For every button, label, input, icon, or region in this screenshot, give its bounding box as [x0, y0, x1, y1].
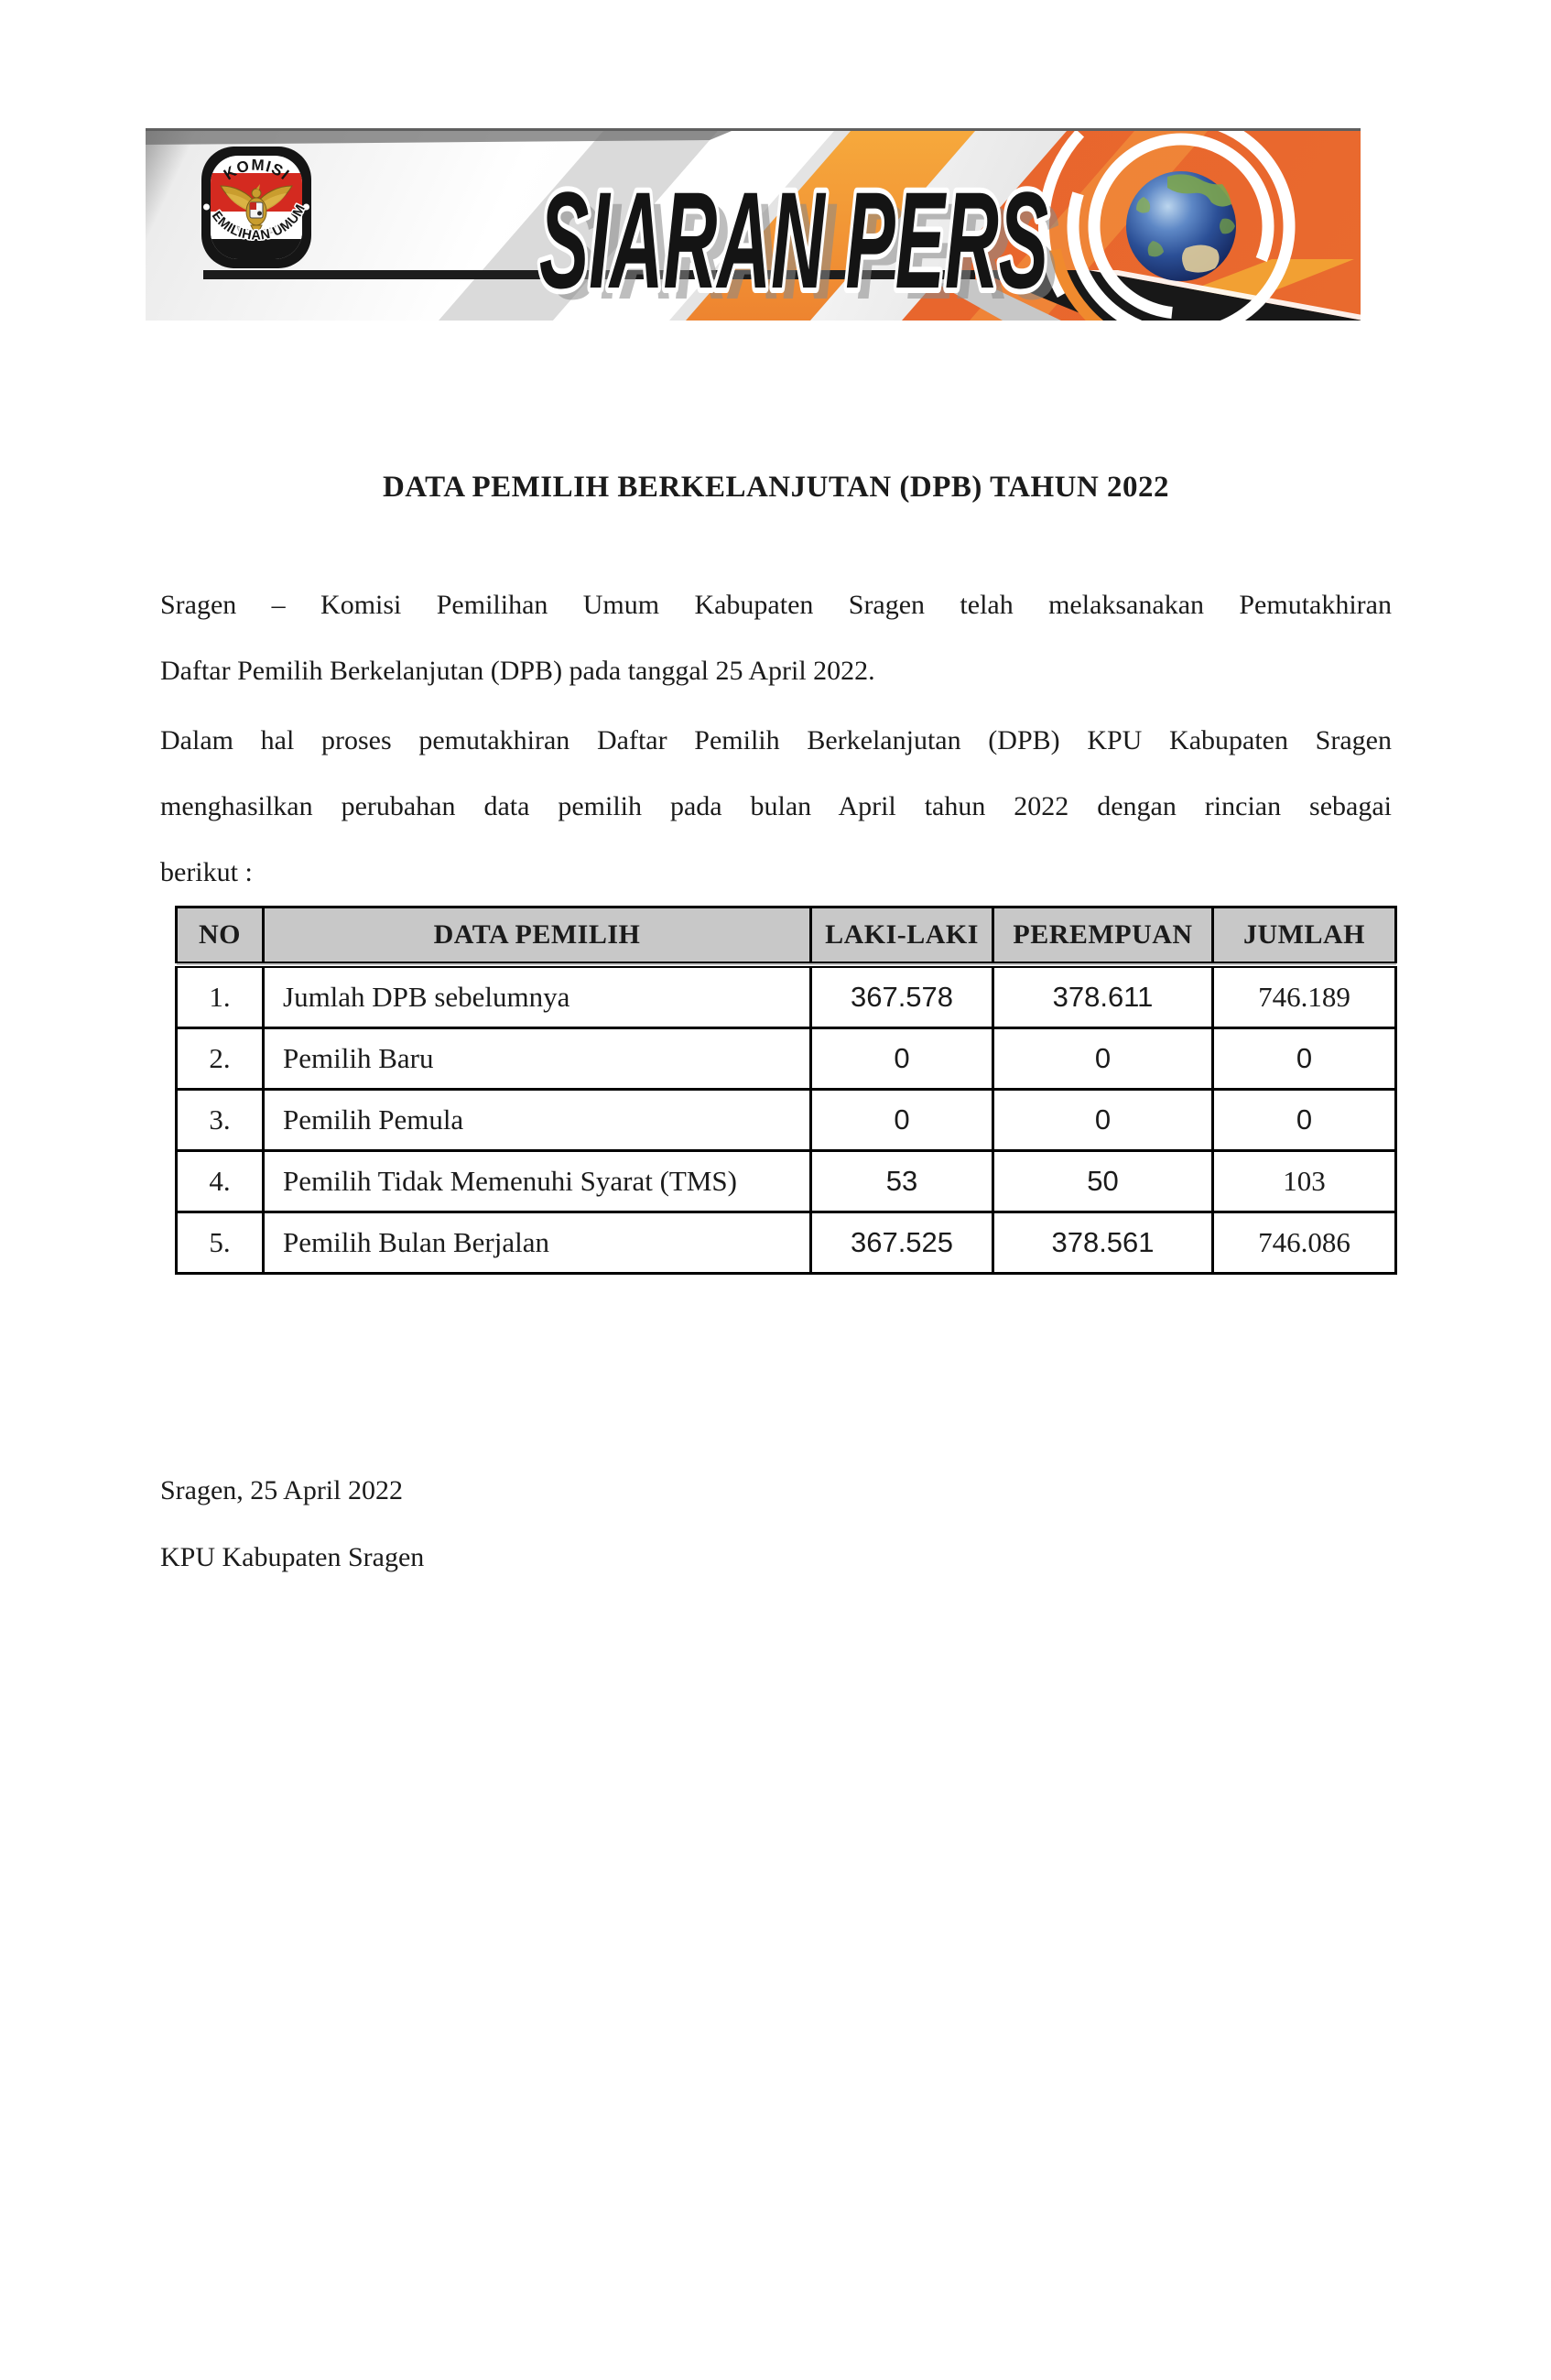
- row-4-no: 4.: [175, 1149, 265, 1213]
- paragraph-2-line-3: berikut :: [160, 857, 253, 887]
- press-banner: SIARAN PERS SIARAN PERS: [146, 128, 1361, 321]
- paragraph-1: Sragen – Komisi Pemilihan Umum Kabupaten…: [160, 572, 1392, 704]
- row-3-laki: 0: [809, 1088, 994, 1152]
- closing-signatory: KPU Kabupaten Sragen: [160, 1542, 425, 1572]
- voter-data-table: NO DATA PEMILIH LAKI-LAKI PEREMPUAN JUML…: [175, 906, 1397, 1275]
- table-row: 3. Pemilih Pemula 0 0 0: [175, 1088, 1397, 1152]
- table-row: 2. Pemilih Baru 0 0 0: [175, 1027, 1397, 1091]
- row-4-perempuan: 50: [992, 1149, 1214, 1213]
- table-row: 5. Pemilih Bulan Berjalan 367.525 378.56…: [175, 1211, 1397, 1275]
- row-2-perempuan: 0: [992, 1027, 1214, 1091]
- row-5-laki: 367.525: [809, 1211, 994, 1275]
- row-2-jumlah: 0: [1211, 1027, 1397, 1091]
- row-4-label: Pemilih Tidak Memenuhi Syarat (TMS): [262, 1149, 812, 1213]
- document-body: DATA PEMILIH BERKELANJUTAN (DPB) TAHUN 2…: [160, 318, 1397, 1591]
- brand-text-graphic: SIARAN PERS SIARAN PERS: [534, 158, 1059, 321]
- row-5-no: 5.: [175, 1211, 265, 1275]
- table-header-row: NO DATA PEMILIH LAKI-LAKI PEREMPUAN JUML…: [175, 906, 1397, 968]
- closing-block: Sragen, 25 April 2022 KPU Kabupaten Srag…: [160, 1457, 1392, 1591]
- row-3-jumlah: 0: [1211, 1088, 1397, 1152]
- header-jumlah: JUMLAH: [1211, 906, 1397, 968]
- row-3-no: 3.: [175, 1088, 265, 1152]
- row-4-laki: 53: [809, 1149, 994, 1213]
- row-4-jumlah: 103: [1211, 1149, 1397, 1213]
- paragraph-2: Dalam hal proses pemutakhiran Daftar Pem…: [160, 708, 1392, 906]
- banner-black-rule: [203, 270, 975, 279]
- header-laki-laki: LAKI-LAKI: [809, 906, 994, 968]
- header-data-pemilih: DATA PEMILIH: [262, 906, 812, 968]
- paragraph-1-line-2: Daftar Pemilih Berkelanjutan (DPB) pada …: [160, 656, 875, 686]
- row-5-label: Pemilih Bulan Berjalan: [262, 1211, 812, 1275]
- brand-text-shadow: SIARAN PERS: [550, 174, 1059, 321]
- row-5-jumlah: 746.086: [1211, 1211, 1397, 1275]
- paragraph-2-line-1: Dalam hal proses pemutakhiran Daftar Pem…: [160, 725, 1392, 755]
- table-row: 4. Pemilih Tidak Memenuhi Syarat (TMS) 5…: [175, 1149, 1397, 1213]
- row-2-no: 2.: [175, 1027, 265, 1091]
- closing-place-date: Sragen, 25 April 2022: [160, 1475, 403, 1505]
- paragraph-2-line-2: menghasilkan perubahan data pemilih pada…: [160, 791, 1392, 821]
- table-row: 1. Jumlah DPB sebelumnya 367.578 378.611…: [175, 963, 1397, 1029]
- header-no: NO: [175, 906, 265, 968]
- row-1-label: Jumlah DPB sebelumnya: [262, 963, 812, 1029]
- garuda-emblem: [220, 184, 293, 238]
- paragraph-1-line-1: Sragen – Komisi Pemilihan Umum Kabupaten…: [160, 590, 1392, 620]
- row-3-label: Pemilih Pemula: [262, 1088, 812, 1152]
- row-2-label: Pemilih Baru: [262, 1027, 812, 1091]
- brand-text: SIARAN PERS: [539, 163, 1048, 317]
- row-2-laki: 0: [809, 1027, 994, 1091]
- row-1-jumlah: 746.189: [1211, 963, 1397, 1029]
- row-1-laki: 367.578: [809, 963, 994, 1029]
- row-1-no: 1.: [175, 963, 265, 1029]
- kpu-logo: KOMISI PEMILIHAN UMUM: [201, 146, 311, 268]
- page-title: DATA PEMILIH BERKELANJUTAN (DPB) TAHUN 2…: [382, 471, 1170, 504]
- header-perempuan: PEREMPUAN: [992, 906, 1214, 968]
- row-3-perempuan: 0: [992, 1088, 1214, 1152]
- globe-icon: [1038, 131, 1324, 321]
- row-1-perempuan: 378.611: [992, 963, 1214, 1029]
- row-5-perempuan: 378.561: [992, 1211, 1214, 1275]
